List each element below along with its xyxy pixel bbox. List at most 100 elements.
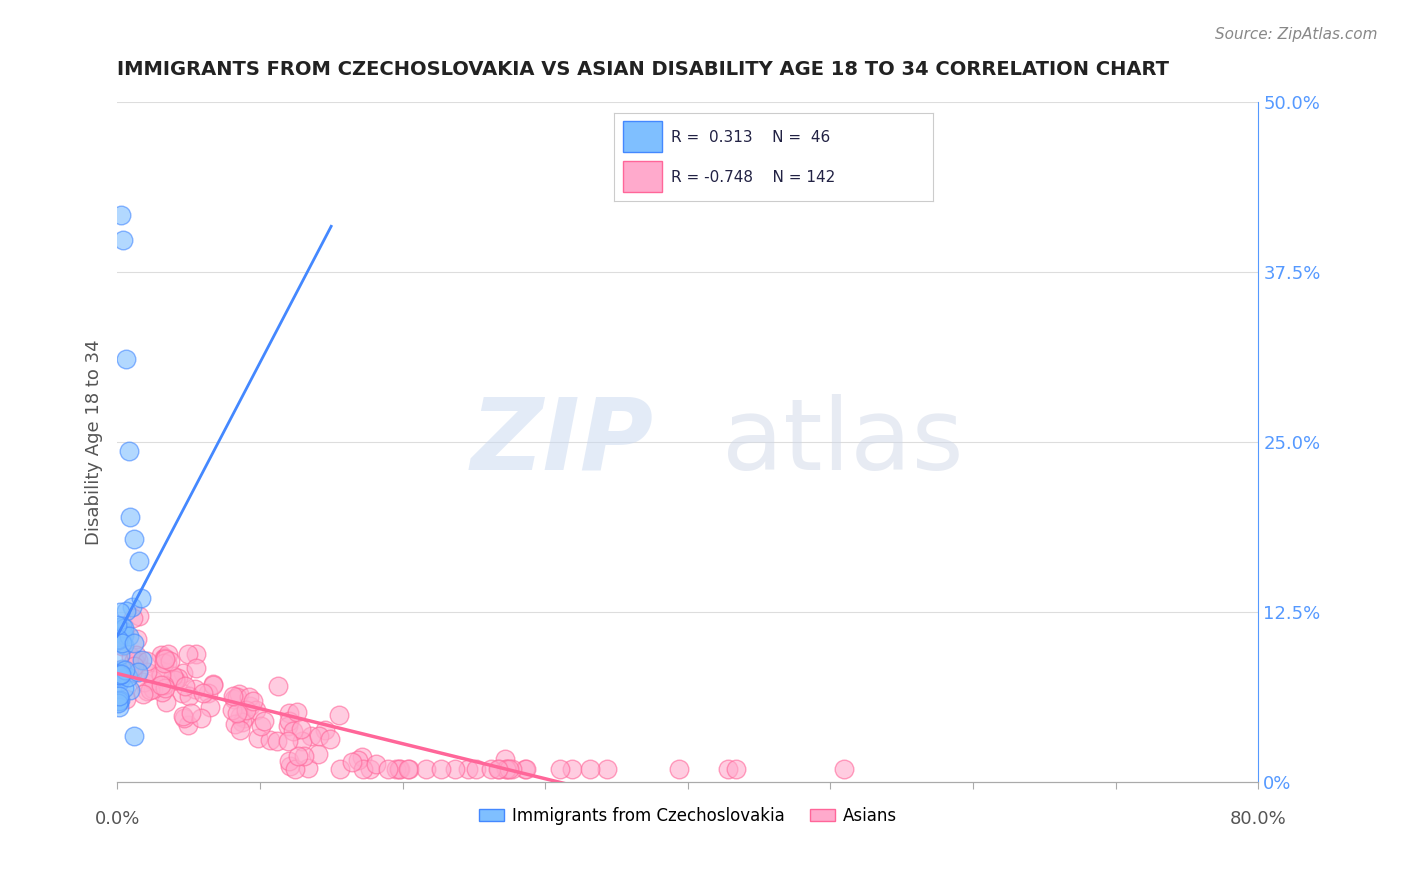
Point [150,685,173,699]
Point [247,731,270,745]
Point [201,678,224,692]
Point [501,762,523,776]
Point [225,690,247,704]
Point [245,703,267,717]
Point [231,715,253,730]
Point [277,719,299,733]
Point [110,666,132,681]
Point [112,624,135,638]
Point [278,706,301,720]
Point [479,762,502,776]
Point [136,683,159,698]
Point [127,665,149,680]
Point [201,677,224,691]
Point [111,662,134,676]
Point [232,711,254,725]
Point [107,625,129,640]
Point [122,610,145,624]
Point [153,652,176,666]
Point [486,762,509,776]
Point [110,605,132,619]
Point [561,762,583,776]
Point [139,682,162,697]
Point [347,753,370,767]
Point [150,668,173,682]
Point [292,748,315,763]
Point [495,762,517,776]
Point [415,762,437,776]
Point [111,619,134,633]
Point [107,630,129,644]
Point [235,704,257,718]
Point [128,609,150,624]
Point [457,762,479,776]
Point [157,647,180,661]
Point [105,694,128,708]
Point [114,663,136,677]
Point [198,700,221,714]
Point [515,762,537,776]
Point [548,762,571,776]
Point [191,686,214,700]
Point [578,762,600,776]
Point [149,665,172,679]
Point [494,752,516,766]
Point [112,627,135,641]
Point [253,714,276,728]
Point [228,709,250,723]
Point [124,648,146,662]
Point [225,706,247,720]
Point [388,762,411,776]
Point [495,762,517,776]
Point [122,658,145,673]
Point [107,675,129,690]
Point [724,762,747,776]
Point [127,653,149,667]
Point [717,762,740,776]
Point [121,599,143,614]
Point [108,689,131,703]
Point [184,648,207,662]
Point [228,686,250,700]
Point [107,663,129,677]
Point [156,656,179,670]
Text: 0.0%: 0.0% [94,810,139,828]
Point [513,762,536,776]
Point [167,671,190,685]
Point [221,703,243,717]
Point [110,208,132,222]
Point [153,681,176,695]
Point [112,681,135,695]
Point [177,689,200,703]
Point [114,352,136,367]
Point [277,733,299,747]
Point [129,591,152,605]
Point [173,679,195,693]
Point [222,691,245,706]
Point [290,723,312,737]
Point [131,653,153,667]
Point [238,690,260,704]
Point [149,678,172,692]
Point [184,661,207,675]
Point [307,747,329,761]
Point [111,636,134,650]
Point [107,696,129,710]
Point [118,510,141,524]
Point [124,532,146,546]
Point [197,685,219,699]
Point [108,621,131,635]
Point [319,732,342,747]
Point [108,648,131,662]
Point [124,729,146,743]
Point [267,679,290,693]
Point [131,687,153,701]
Point [108,692,131,706]
Point [668,762,690,776]
Point [359,762,381,776]
Point [122,653,145,667]
Point [398,762,420,776]
Point [183,681,205,696]
Point [125,657,148,671]
Point [170,686,193,700]
